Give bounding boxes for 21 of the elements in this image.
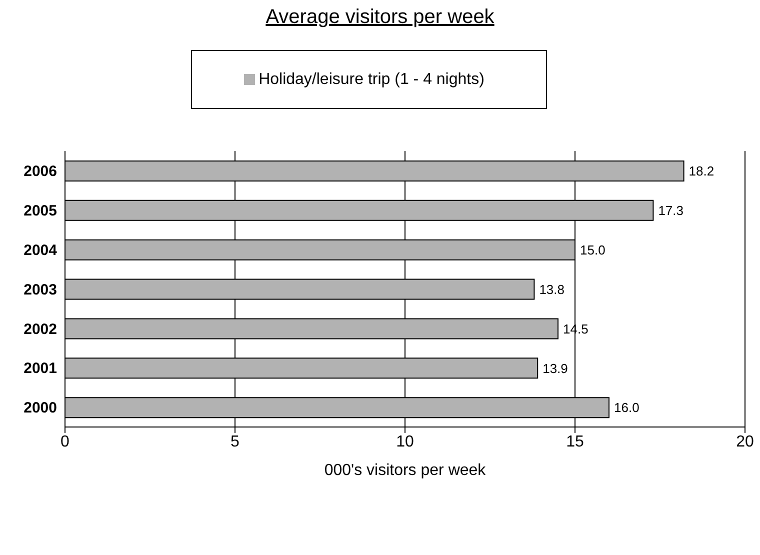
y-tick-label: 2002 [24, 320, 57, 338]
x-tick-label: 15 [566, 433, 584, 450]
x-tick-label: 20 [736, 433, 754, 450]
y-tick-label: 2006 [24, 163, 57, 180]
y-tick-label: 2004 [24, 242, 58, 259]
data-label: 13.8 [539, 282, 565, 297]
y-tick-label: 2005 [24, 202, 57, 220]
x-tick-label: 5 [230, 433, 240, 450]
data-label: 13.9 [542, 360, 568, 376]
data-label: 15.0 [580, 242, 606, 258]
data-label: 18.2 [688, 164, 714, 179]
chart-title: Average visitors per week [264, 6, 496, 29]
y-tick-label: 2000 [24, 400, 57, 417]
x-axis-title: 000's visitors per week [324, 462, 487, 479]
y-tick-label: 2001 [24, 360, 57, 378]
data-label: 17.3 [658, 203, 684, 218]
data-label: 16.0 [614, 400, 640, 416]
legend-label: Holiday/leisure trip (1 - 4 nights) [258, 70, 484, 88]
x-tick-label: 0 [60, 433, 70, 450]
y-tick-label: 2003 [24, 281, 57, 298]
x-tick-label: 10 [396, 433, 414, 450]
